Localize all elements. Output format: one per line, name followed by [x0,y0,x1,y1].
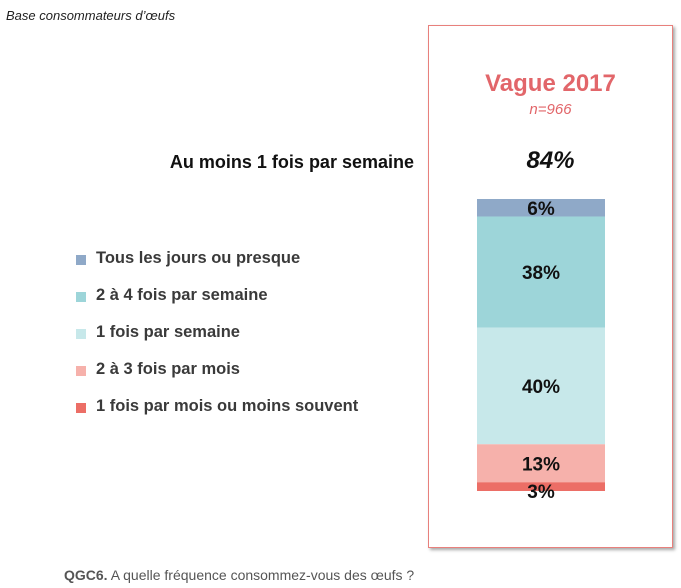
bar-segment-4 [477,444,605,483]
legend-item-1: Tous les jours ou presque [76,249,358,286]
bar-segment-label-2: 38% [522,263,560,284]
bar-segment-label-1: 6% [527,199,555,220]
legend-swatch [76,366,86,376]
legend-item-5: 1 fois par mois ou moins souvent [76,397,358,434]
question-footer: QGC6. A quelle fréquence consommez-vous … [64,567,414,583]
weekly-summary-label: Au moins 1 fois par semaine [169,152,414,172]
bar-segment-3 [477,327,605,445]
bar-segment-label-5: 3% [527,482,555,503]
legend-swatch [76,255,86,265]
bar-segment-label-4: 13% [522,454,560,475]
wave-title: Vague 2017 [485,70,616,97]
legend-label: 1 fois par mois ou moins souvent [96,397,359,415]
bar-segment-label-3: 40% [522,377,560,398]
legend-swatch [76,292,86,302]
legend-label: 2 à 3 fois par mois [96,360,240,378]
legend-label: 2 à 4 fois par semaine [96,286,268,304]
base-note: Base consommateurs d’œufs [6,8,176,23]
legend-swatch [76,403,86,413]
bar-segment-5 [477,482,605,491]
legend-item-3: 1 fois par semaine [76,323,358,360]
legend-label: 1 fois par semaine [96,323,240,341]
bar-segment-1 [477,199,605,217]
bar-segment-2 [477,216,605,328]
legend-item-4: 2 à 3 fois par mois [76,360,358,397]
chart-legend: Tous les jours ou presque 2 à 4 fois par … [76,249,358,434]
legend-item-2: 2 à 4 fois par semaine [76,286,358,323]
legend-label: Tous les jours ou presque [96,249,301,267]
question-code: QGC6. [64,567,108,583]
question-text: A quelle fréquence consommez-vous des œu… [107,567,415,583]
weekly-summary-value: 84% [526,147,575,174]
wave-sample-size: n=966 [529,101,572,118]
legend-swatch [76,329,86,339]
